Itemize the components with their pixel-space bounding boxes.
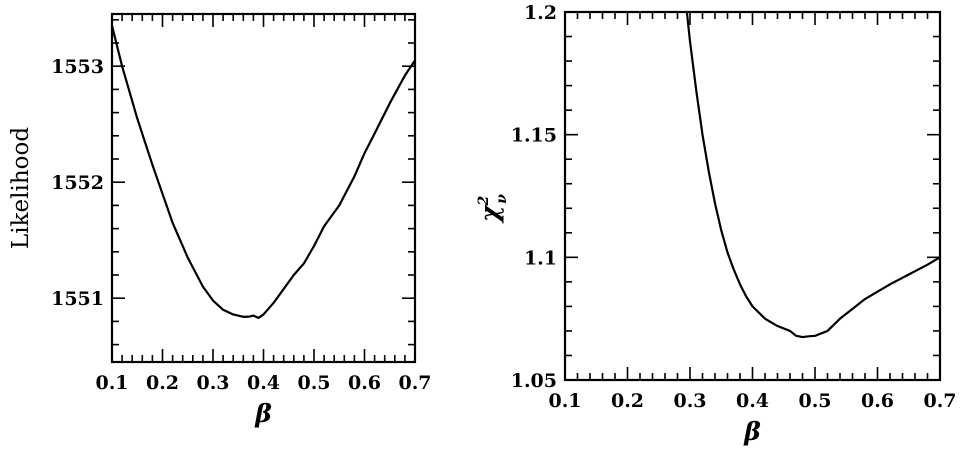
y-axis-label-superscript: 2 xyxy=(476,196,492,207)
y-axis-label-subscript: ν xyxy=(494,194,510,204)
y-tick-label: 1.1 xyxy=(524,247,557,269)
x-tick-label: 0.7 xyxy=(398,372,431,394)
plot-frame xyxy=(110,12,417,364)
x-tick-label: 0.3 xyxy=(196,372,229,394)
x-tick-label: 0.4 xyxy=(736,390,769,412)
series-line xyxy=(685,10,942,339)
x-tick-label: 0.4 xyxy=(247,372,280,394)
x-tick-label: 0.3 xyxy=(673,390,706,412)
x-axis-label: β xyxy=(254,399,272,428)
y-tick-label: 1.2 xyxy=(524,2,557,24)
plot-frame xyxy=(563,10,942,382)
y-tick-label: 1553 xyxy=(51,56,104,78)
x-tick-label: 0.5 xyxy=(297,372,330,394)
x-tick-label: 0.2 xyxy=(146,372,179,394)
series-line xyxy=(110,24,417,320)
panel-chi-square: 0.1 0.2 0.3 0.4 0.5 0.6 0.7 1.05 1.1 1.15 1.2 β χ2 ν xyxy=(475,2,957,446)
x-tick-label: 0.2 xyxy=(611,390,644,412)
x-tick-label: 0.1 xyxy=(548,390,581,412)
panel-likelihood: 0.1 0.2 0.3 0.4 0.5 0.6 0.7 1551 1552 1553 β Likeli… xyxy=(8,12,432,428)
y-tick-label: 1551 xyxy=(51,288,104,310)
y-tick-label: 1.15 xyxy=(511,125,557,147)
x-tick-label: 0.6 xyxy=(861,390,894,412)
x-tick-label: 0.1 xyxy=(95,372,128,394)
x-tick-label: 0.6 xyxy=(348,372,381,394)
y-axis-label: Likelihood xyxy=(8,127,34,249)
y-tick-label: 1552 xyxy=(51,172,104,194)
y-tick-label: 1.05 xyxy=(511,370,557,392)
x-tick-label: 0.7 xyxy=(923,390,956,412)
x-tick-label: 0.5 xyxy=(798,390,831,412)
x-axis-label: β xyxy=(743,417,761,446)
y-axis-label-symbol: χ xyxy=(475,204,504,224)
y-axis-label: χ2 ν xyxy=(475,194,510,224)
